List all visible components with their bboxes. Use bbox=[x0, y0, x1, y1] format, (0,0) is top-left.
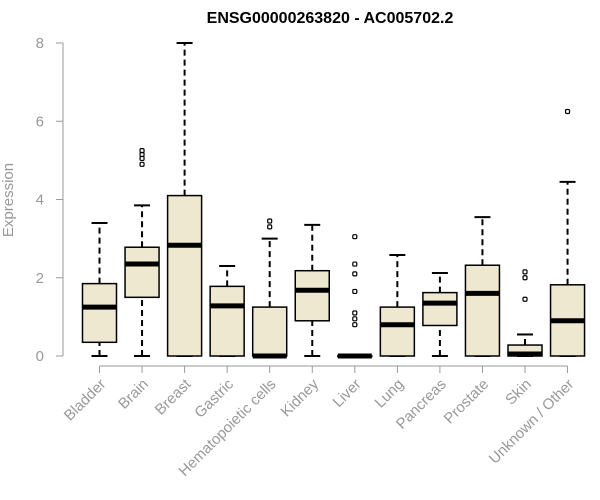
y-tick-label: 4 bbox=[36, 192, 44, 209]
box bbox=[464, 264, 501, 357]
x-tick-label: Kidney bbox=[278, 375, 323, 420]
chart-title: ENSG00000263820 - AC005702.2 bbox=[207, 10, 454, 27]
x-tick-label: Prostate bbox=[441, 376, 493, 428]
box-group bbox=[507, 269, 543, 357]
x-tick-label: Liver bbox=[330, 376, 365, 411]
y-tick-label: 2 bbox=[36, 270, 44, 287]
box bbox=[124, 246, 160, 299]
box-group bbox=[209, 265, 245, 357]
box-group bbox=[379, 254, 416, 357]
box-group bbox=[422, 272, 458, 357]
box bbox=[251, 306, 288, 357]
box bbox=[209, 285, 245, 357]
box bbox=[81, 282, 118, 344]
x-tick-label: Brain bbox=[115, 376, 152, 413]
outlier-point bbox=[352, 316, 358, 322]
outlier-point bbox=[352, 271, 358, 277]
outlier-point bbox=[267, 218, 273, 224]
box-group bbox=[549, 108, 586, 357]
box-group bbox=[337, 234, 373, 359]
x-tick-label: Breast bbox=[152, 375, 195, 418]
y-tick-label: 0 bbox=[36, 348, 44, 365]
outlier-point bbox=[267, 224, 273, 230]
outlier-point bbox=[352, 261, 358, 267]
outlier-point bbox=[139, 161, 145, 167]
outlier-point bbox=[522, 269, 528, 275]
box-group bbox=[251, 218, 288, 359]
y-axis-label: Expression bbox=[0, 163, 17, 237]
outlier-point bbox=[352, 310, 358, 316]
plot-area bbox=[81, 42, 586, 359]
outlier-point bbox=[352, 322, 358, 328]
box-group bbox=[464, 216, 501, 357]
box-group bbox=[166, 42, 203, 357]
outlier-point bbox=[522, 296, 528, 302]
outlier-point bbox=[522, 275, 528, 281]
outlier-point bbox=[352, 288, 358, 295]
box bbox=[294, 269, 330, 322]
box-group bbox=[294, 223, 330, 357]
outlier-point bbox=[139, 147, 145, 154]
box bbox=[379, 306, 416, 357]
box-group bbox=[124, 147, 160, 357]
outlier-point bbox=[564, 108, 571, 115]
x-tick-label: Lung bbox=[372, 376, 408, 412]
y-tick-label: 6 bbox=[36, 113, 44, 130]
box bbox=[166, 194, 203, 357]
y-tick-label: 8 bbox=[36, 35, 44, 52]
box-group bbox=[81, 221, 118, 357]
box bbox=[422, 291, 458, 327]
x-tick-label: Bladder bbox=[61, 376, 110, 425]
outlier-point bbox=[352, 234, 358, 240]
x-tick-label: Skin bbox=[502, 376, 535, 409]
